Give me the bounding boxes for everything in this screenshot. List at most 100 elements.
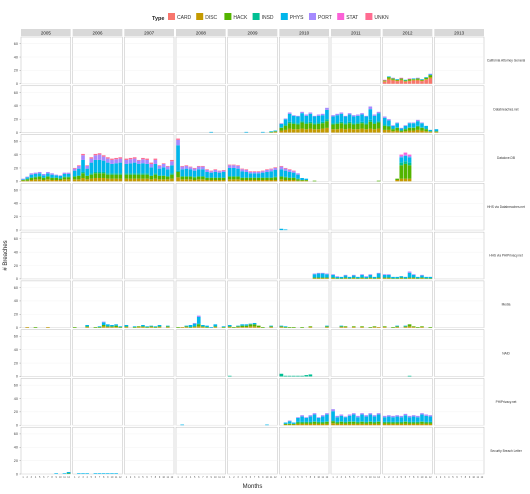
panel-background [227,329,278,377]
bar-segment [279,326,284,328]
bar-segment [411,79,416,81]
bar-segment [391,423,395,426]
bar-segment [97,177,102,182]
bar-segment [420,326,424,328]
panel [124,378,175,426]
bar-segment [382,415,387,418]
bar-segment [407,81,412,84]
bar-segment [77,175,81,176]
bar-segment [136,178,141,182]
bar-segment [376,413,381,415]
bar-segment [244,169,249,170]
bar-segment [170,165,174,174]
bar-segment [351,116,356,124]
bar-segment [201,166,205,170]
bar-segment [248,326,253,328]
bar-segment [205,325,209,327]
bar-segment [85,168,89,176]
bar-segment [97,326,102,328]
bar-segment [66,176,71,178]
bar-segment [411,421,416,423]
bar-segment [376,423,381,426]
bar-segment [343,326,348,327]
bar-segment [265,179,269,182]
bar-segment [434,129,439,132]
bar-segment [196,324,201,327]
bar-segment [256,173,261,178]
bar-segment [110,326,114,327]
bar-segment [316,122,321,124]
bar-segment [252,177,257,180]
bar-segment [269,131,273,132]
y-tick-label: 0 [16,131,18,135]
bar-segment [221,171,226,178]
panel [330,183,381,231]
bar-segment [364,278,369,279]
bar-segment [382,81,387,82]
bar-segment [304,129,309,133]
bar-segment [347,276,352,279]
bar-segment [395,276,399,279]
panel [434,280,485,328]
bar-segment [261,131,265,133]
bar-segment [265,177,269,180]
bar-segment [205,177,209,178]
bar-segment [360,278,364,279]
bar-segment [244,169,249,172]
panel [72,134,123,182]
bar-segment [364,123,369,125]
bar-segment [106,173,110,175]
bar-segment [428,416,433,422]
bar-segment [403,154,408,156]
x-tick-label: 2 [130,476,132,479]
bar-segment [128,159,133,164]
x-tick-label: 3 [392,476,394,479]
bar-segment [252,177,257,178]
panel [20,183,71,231]
bar-segment [136,174,141,179]
bar-segment [50,177,54,178]
bar-segment [325,109,329,120]
bar-segment [201,179,205,182]
panel-background [20,378,71,426]
bar-segment [343,275,348,278]
bar-segment [85,179,89,182]
bar-segment [248,324,253,327]
bar-segment [170,178,174,182]
bar-segment [416,126,420,130]
bar-segment [391,417,395,422]
x-tick-label: 8 [103,476,105,479]
bar-segment [372,123,377,130]
panel [175,378,226,426]
bar-segment [66,473,71,474]
x-tick-label: 9 [107,476,109,479]
legend-label-unkn: UNKN [374,15,389,21]
y-tick-label: 40 [14,250,18,254]
legend: Type CARD DISC HACK INSD PHYS PORT STAT UNKN [152,13,389,22]
bar-segment [382,274,387,275]
x-tick-label: 9 [366,476,368,479]
bar-segment [347,121,352,124]
bar-segment [399,80,404,84]
bar-segment [184,165,189,166]
bar-segment [356,278,360,279]
panel-background [175,134,226,182]
bar-segment [106,178,110,182]
bar-segment [391,80,395,84]
bar-segment [382,277,387,279]
legend-label-hack: HACK [233,15,248,21]
bar-segment [351,421,356,424]
bar-segment [308,326,313,328]
x-tick-label: 5 [91,476,93,479]
bar-segment [283,124,288,126]
bar-segment [269,325,273,327]
bar-segment [403,421,408,424]
bar-segment [252,324,257,327]
bar-segment [351,124,356,130]
x-tick-label: 8 [310,476,312,479]
bar-segment [232,167,236,176]
bar-segment [101,171,106,174]
bar-segment [114,173,118,175]
bar-segment [81,473,85,474]
bar-segment [114,178,118,182]
